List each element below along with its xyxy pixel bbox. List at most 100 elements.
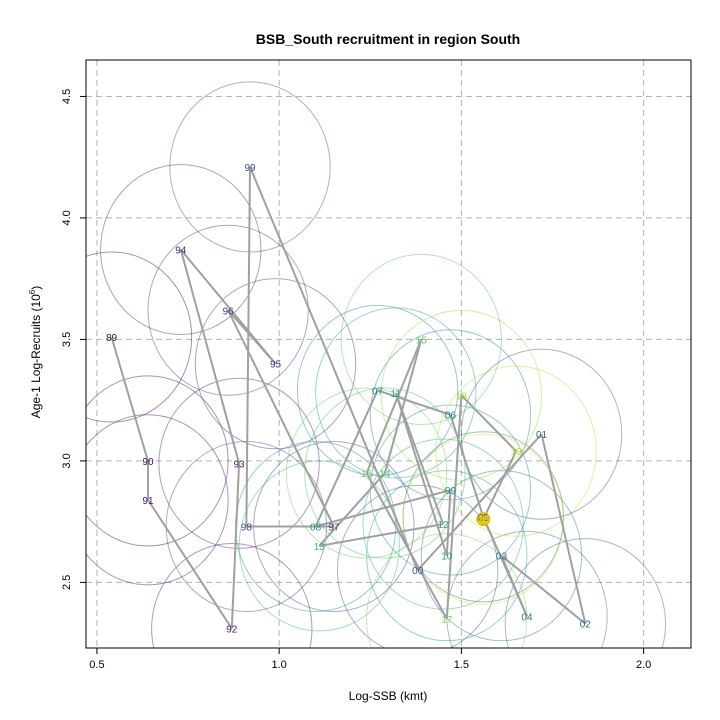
segment-91-92 <box>147 499 233 630</box>
segment-11-12 <box>394 392 445 525</box>
point-label-98: 98 <box>241 523 253 534</box>
segment-18-19 <box>460 394 517 452</box>
segment-02-03 <box>500 554 586 625</box>
point-label-09: 09 <box>445 486 457 497</box>
ellipse-95 <box>194 278 357 450</box>
ellipse-16 <box>285 387 448 559</box>
point-label-02: 02 <box>580 620 592 631</box>
segment-98-99 <box>245 166 252 527</box>
ellipse-03 <box>420 470 583 642</box>
point-label-15: 15 <box>416 335 428 346</box>
y-tick-label: 3.0 <box>61 453 73 468</box>
point-label-91: 91 <box>142 496 154 507</box>
ellipse-94 <box>100 163 262 336</box>
point-label-10: 10 <box>441 552 453 563</box>
ellipse-89 <box>86 251 193 423</box>
ellipse-20 <box>402 433 564 605</box>
point-label-20: 20 <box>478 515 490 526</box>
grid-lines <box>86 60 691 648</box>
segment-12-13 <box>319 523 444 547</box>
segment-10-11 <box>394 392 448 556</box>
segment-07-08 <box>314 390 379 527</box>
axes: 0.5 1.0 1.5 2.0 2.5 3.0 3.5 4.0 4.5 <box>61 89 651 671</box>
segment-15-16 <box>365 339 423 474</box>
point-label-06: 06 <box>445 411 457 422</box>
point-label-99: 99 <box>244 163 256 174</box>
point-label-95: 95 <box>270 360 282 371</box>
uncertainty-ellipses <box>86 81 666 648</box>
highlight-marker <box>476 512 491 527</box>
point-label-05: 05 <box>478 513 490 524</box>
point-label-90: 90 <box>142 457 154 468</box>
point-label-04: 04 <box>521 612 533 623</box>
plot-frame <box>85 59 692 649</box>
chart-title: BSB_South recruitment in region South <box>256 31 520 47</box>
segment-16-17 <box>365 472 448 620</box>
segment-93-94 <box>179 249 241 464</box>
segment-89-90 <box>110 336 149 462</box>
segment-96-97 <box>227 309 335 527</box>
point-label-94: 94 <box>175 246 187 257</box>
point-label-93: 93 <box>234 459 246 470</box>
x-tick-label: 0.5 <box>89 659 104 671</box>
point-label-92: 92 <box>226 625 238 636</box>
segment-09-10 <box>445 490 452 556</box>
point-label-11: 11 <box>391 389 402 400</box>
ellipse-14 <box>304 387 466 559</box>
point-label-01: 01 <box>536 430 548 441</box>
x-tick-label: 2.0 <box>636 659 651 671</box>
segment-01-02 <box>540 433 587 624</box>
ellipse-93 <box>158 377 320 549</box>
ellipse-92 <box>151 543 313 648</box>
ellipse-05 <box>402 431 564 603</box>
ellipse-13 <box>238 460 400 632</box>
point-label-03: 03 <box>496 552 508 563</box>
segment-06-07 <box>377 389 451 416</box>
segment-04-05 <box>482 516 528 617</box>
point-label-13: 13 <box>314 542 326 553</box>
x-tick-label: 1.5 <box>454 659 469 671</box>
ellipse-12 <box>362 438 524 610</box>
x-tick-label: 1.0 <box>272 659 287 671</box>
point-label-18: 18 <box>456 391 468 402</box>
y-axis-label-main: Age-1 Log-Recruits (10 <box>29 294 43 418</box>
y-axis-label-sup: 6 <box>28 289 37 294</box>
point-label-89: 89 <box>106 333 118 344</box>
segment-95-96 <box>227 309 277 365</box>
point-label-16: 16 <box>361 469 373 480</box>
ellipse-96 <box>147 224 309 396</box>
latest-point-marker <box>476 512 491 527</box>
point-label-96: 96 <box>223 306 235 317</box>
point-label-14: 14 <box>379 469 391 480</box>
point-label-19: 19 <box>510 447 522 458</box>
x-axis-label: Log-SSB (kmt) <box>349 689 428 703</box>
segment-17-18 <box>445 395 463 619</box>
y-tick-label: 4.0 <box>61 210 73 225</box>
ellipse-11 <box>315 307 477 479</box>
y-tick-label: 2.5 <box>61 575 73 590</box>
y-axis-label-end: ) <box>29 286 43 290</box>
ellipse-01 <box>460 348 623 520</box>
segment-92-93 <box>230 463 241 629</box>
ellipse-18 <box>380 309 543 481</box>
point-label-97: 97 <box>328 523 340 534</box>
y-tick-label: 3.5 <box>61 332 73 347</box>
segment-14-15 <box>383 339 423 474</box>
ellipse-19 <box>435 365 597 537</box>
ellipse-91 <box>86 414 229 586</box>
point-label-08: 08 <box>310 523 322 534</box>
point-label-07: 07 <box>372 386 384 397</box>
segment-99-00 <box>249 166 419 571</box>
point-labels: 89 90 91 92 93 94 95 96 97 98 99 00 01 02 03 04 05 06 07 08… <box>106 163 591 636</box>
point-label-12: 12 <box>438 520 450 531</box>
y-axis-label: Age-1 Log-Recruits (106) <box>28 286 43 419</box>
trajectory-lines <box>110 166 587 630</box>
point-label-17: 17 <box>441 615 453 626</box>
ellipse-02 <box>504 538 666 648</box>
ellipse-90 <box>86 375 229 547</box>
segment-08-09 <box>315 489 451 528</box>
segment-05-06 <box>449 414 485 518</box>
ellipse-00 <box>337 484 499 648</box>
segment-19-20 <box>482 450 517 520</box>
